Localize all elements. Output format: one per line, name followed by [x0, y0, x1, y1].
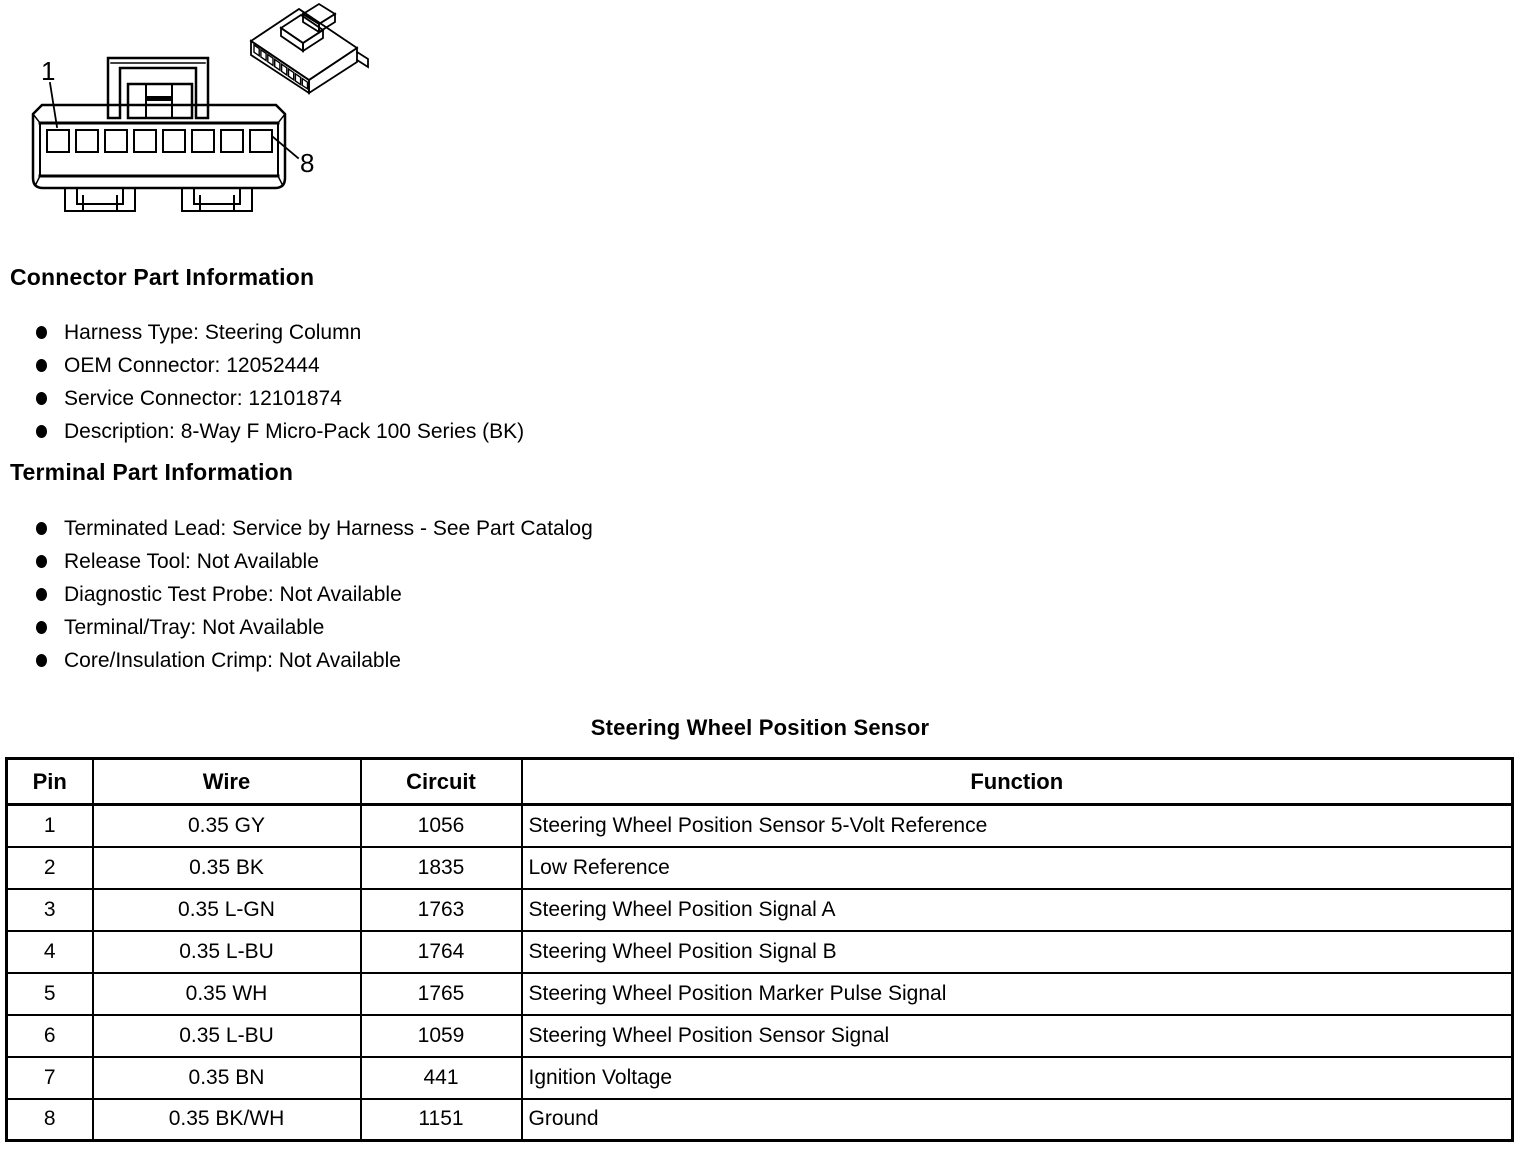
connector-front-view: 1 8: [31, 56, 314, 212]
list-item-text: Terminal/Tray: Not Available: [64, 615, 325, 639]
table-row: 5 0.35 WH 1765 Steering Wheel Position M…: [5, 971, 1514, 1016]
wire-cell: 0.35 BK/WH: [91, 1097, 362, 1142]
list-item: Release Tool: Not Available: [0, 545, 593, 578]
wire-cell: 0.35 BK: [91, 845, 362, 890]
mounting-feet: [64, 187, 253, 212]
list-item-text: Diagnostic Test Probe: Not Available: [64, 582, 402, 606]
pin-column-header: Pin: [5, 757, 94, 806]
pin-cell: 8: [5, 1097, 94, 1142]
table-row: 7 0.35 BN 441 Ignition Voltage: [5, 1055, 1514, 1100]
connector-part-information-heading: Connector Part Information: [10, 264, 315, 290]
wire-cell: 0.35 WH: [91, 971, 362, 1016]
bullet-icon: [36, 392, 47, 405]
table-row: 4 0.35 L-BU 1764 Steering Wheel Position…: [5, 929, 1514, 974]
wire-cell: 0.35 L-GN: [91, 887, 362, 932]
table-header-row: Pin Wire Circuit Function: [5, 757, 1514, 806]
function-cell: Steering Wheel Position Marker Pulse Sig…: [520, 971, 1514, 1016]
pin-1-leader-line: [48, 81, 59, 129]
circuit-cell: 441: [359, 1055, 523, 1100]
bullet-icon: [36, 588, 47, 601]
pin-1-label: 1: [41, 56, 55, 86]
list-item: Diagnostic Test Probe: Not Available: [0, 578, 593, 611]
bullet-icon: [36, 654, 47, 667]
pin-cell: 4: [5, 929, 94, 974]
pin-cell: 1: [5, 803, 94, 848]
function-cell: Steering Wheel Position Signal A: [520, 887, 1514, 932]
cavity-row-3d: [253, 43, 309, 91]
circuit-cell: 1835: [359, 845, 523, 890]
list-item-text: Core/Insulation Crimp: Not Available: [64, 648, 401, 672]
function-cell: Steering Wheel Position Sensor 5-Volt Re…: [520, 803, 1514, 848]
bullet-icon: [36, 326, 47, 339]
table-row: 8 0.35 BK/WH 1151 Ground: [5, 1097, 1514, 1142]
pin-8-leader-line: [271, 135, 300, 160]
list-item-text: Release Tool: Not Available: [64, 549, 319, 573]
circuit-cell: 1765: [359, 971, 523, 1016]
circuit-cell: 1056: [359, 803, 523, 848]
connector-3d-view: [249, 2, 369, 95]
list-item-text: Description: 8-Way F Micro-Pack 100 Seri…: [64, 419, 525, 443]
function-cell: Low Reference: [520, 845, 1514, 890]
bullet-icon: [36, 522, 47, 535]
list-item: OEM Connector: 12052444: [0, 349, 524, 382]
table-row: 2 0.35 BK 1835 Low Reference: [5, 845, 1514, 890]
table-row: 3 0.35 L-GN 1763 Steering Wheel Position…: [5, 887, 1514, 932]
connector-info-list: Harness Type: Steering Column OEM Connec…: [0, 316, 524, 448]
pinout-table: Pin Wire Circuit Function 1 0.35 GY 1056…: [5, 757, 1514, 1142]
pin-cell: 7: [5, 1055, 94, 1100]
pin-cell: 2: [5, 845, 94, 890]
circuit-cell: 1764: [359, 929, 523, 974]
function-column-header: Function: [520, 757, 1514, 806]
wire-cell: 0.35 GY: [91, 803, 362, 848]
wire-cell: 0.35 L-BU: [91, 1013, 362, 1058]
table-row: 1 0.35 GY 1056 Steering Wheel Position S…: [5, 803, 1514, 848]
list-item: Core/Insulation Crimp: Not Available: [0, 644, 593, 677]
bullet-icon: [36, 359, 47, 372]
function-cell: Steering Wheel Position Sensor Signal: [520, 1013, 1514, 1058]
terminal-info-list: Terminated Lead: Service by Harness - Se…: [0, 512, 593, 677]
wire-cell: 0.35 L-BU: [91, 929, 362, 974]
pin-cell: 3: [5, 887, 94, 932]
list-item-text: Terminated Lead: Service by Harness - Se…: [64, 516, 593, 540]
pin-cell: 5: [5, 971, 94, 1016]
circuit-column-header: Circuit: [359, 757, 523, 806]
pin-8-label: 8: [300, 148, 314, 178]
wire-cell: 0.35 BN: [91, 1055, 362, 1100]
bullet-icon: [36, 621, 47, 634]
list-item: Terminal/Tray: Not Available: [0, 611, 593, 644]
wire-column-header: Wire: [91, 757, 362, 806]
list-item-text: Service Connector: 12101874: [64, 386, 342, 410]
bullet-icon: [36, 555, 47, 568]
circuit-cell: 1151: [359, 1097, 523, 1142]
list-item: Description: 8-Way F Micro-Pack 100 Seri…: [0, 415, 524, 448]
function-cell: Steering Wheel Position Signal B: [520, 929, 1514, 974]
list-item: Harness Type: Steering Column: [0, 316, 524, 349]
pin-cell: 6: [5, 1013, 94, 1058]
function-cell: Ground: [520, 1097, 1514, 1142]
circuit-cell: 1763: [359, 887, 523, 932]
table-title: Steering Wheel Position Sensor: [590, 715, 930, 740]
terminal-part-information-heading: Terminal Part Information: [10, 459, 294, 485]
bullet-icon: [36, 425, 47, 438]
table-row: 6 0.35 L-BU 1059 Steering Wheel Position…: [5, 1013, 1514, 1058]
circuit-cell: 1059: [359, 1013, 523, 1058]
function-cell: Ignition Voltage: [520, 1055, 1514, 1100]
list-item-text: OEM Connector: 12052444: [64, 353, 320, 377]
list-item: Service Connector: 12101874: [0, 382, 524, 415]
connector-diagram: 1 8: [31, 2, 369, 212]
list-item-text: Harness Type: Steering Column: [64, 320, 362, 344]
list-item: Terminated Lead: Service by Harness - Se…: [0, 512, 593, 545]
cavity-row: [46, 129, 273, 153]
